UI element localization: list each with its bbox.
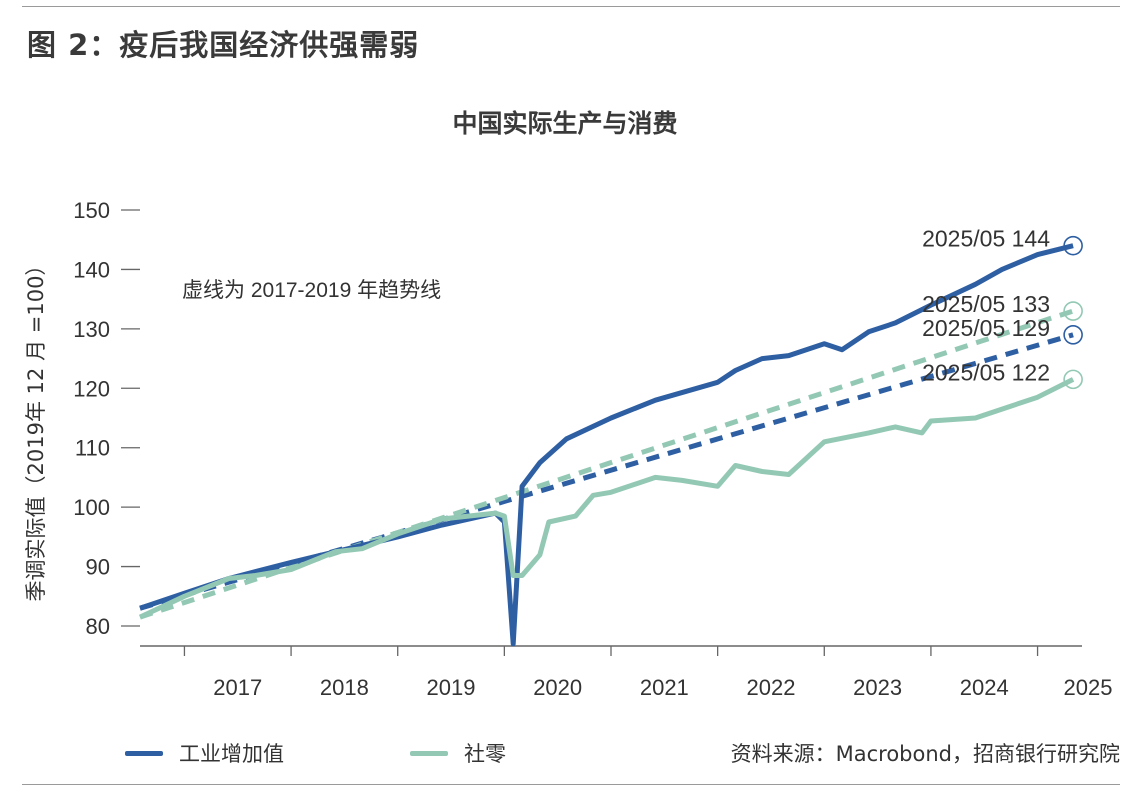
x-tick-label-2017: 2017 [213, 675, 262, 700]
end-label-3: 2025/05 129 [922, 315, 1050, 341]
y-tick-label-110: 110 [75, 436, 110, 461]
chart-title: 中国实际生产与消费 [452, 109, 678, 138]
legend-swatch-industry [125, 750, 163, 756]
trend-annotation: 虚线为 2017-2019 年趋势线 [182, 279, 441, 302]
x-tick-label-2022: 2022 [746, 675, 795, 700]
x-tick-label-2018: 2018 [320, 675, 369, 700]
x-tick-label-2019: 2019 [427, 675, 476, 700]
series-line-retail [138, 377, 1075, 620]
legend-label-retail: 社零 [464, 742, 506, 766]
y-tick-label-130: 130 [73, 317, 110, 342]
figure-title: 图 2：疫后我国经济供强需弱 [27, 28, 420, 62]
end-label-1: 2025/05 144 [922, 226, 1050, 252]
y-tick-label-90: 90 [86, 555, 110, 580]
y-tick-label-120: 120 [73, 376, 110, 401]
legend-item-industry: 工业增加值 [125, 736, 284, 770]
top-rule [22, 6, 1120, 7]
legend-item-retail: 社零 [410, 736, 506, 770]
y-tick-label-150: 150 [73, 198, 110, 223]
x-tick-label-2021: 2021 [640, 675, 689, 700]
end-label-2: 2025/05 133 [922, 291, 1050, 317]
bottom-rule [22, 784, 1120, 785]
end-marker-2 [1063, 301, 1083, 321]
end-marker-1 [1063, 235, 1083, 256]
end-marker-4 [1063, 369, 1083, 390]
x-tick-label-2024: 2024 [960, 675, 1009, 700]
source-note: 资料来源：Macrobond，招商银行研究院 [730, 742, 1120, 766]
end-label-4: 2025/05 122 [922, 359, 1050, 385]
y-tick-label-140: 140 [73, 257, 110, 282]
y-tick-label-100: 100 [73, 495, 110, 520]
end-marker-3 [1063, 324, 1083, 345]
x-tick-label-2025: 2025 [1064, 675, 1113, 700]
x-tick-label-2023: 2023 [853, 675, 902, 700]
y-tick-label-80: 80 [86, 614, 110, 639]
legend-swatch-retail [410, 750, 448, 756]
legend-label-industry: 工业增加值 [179, 742, 284, 766]
x-tick-label-2020: 2020 [533, 675, 582, 700]
